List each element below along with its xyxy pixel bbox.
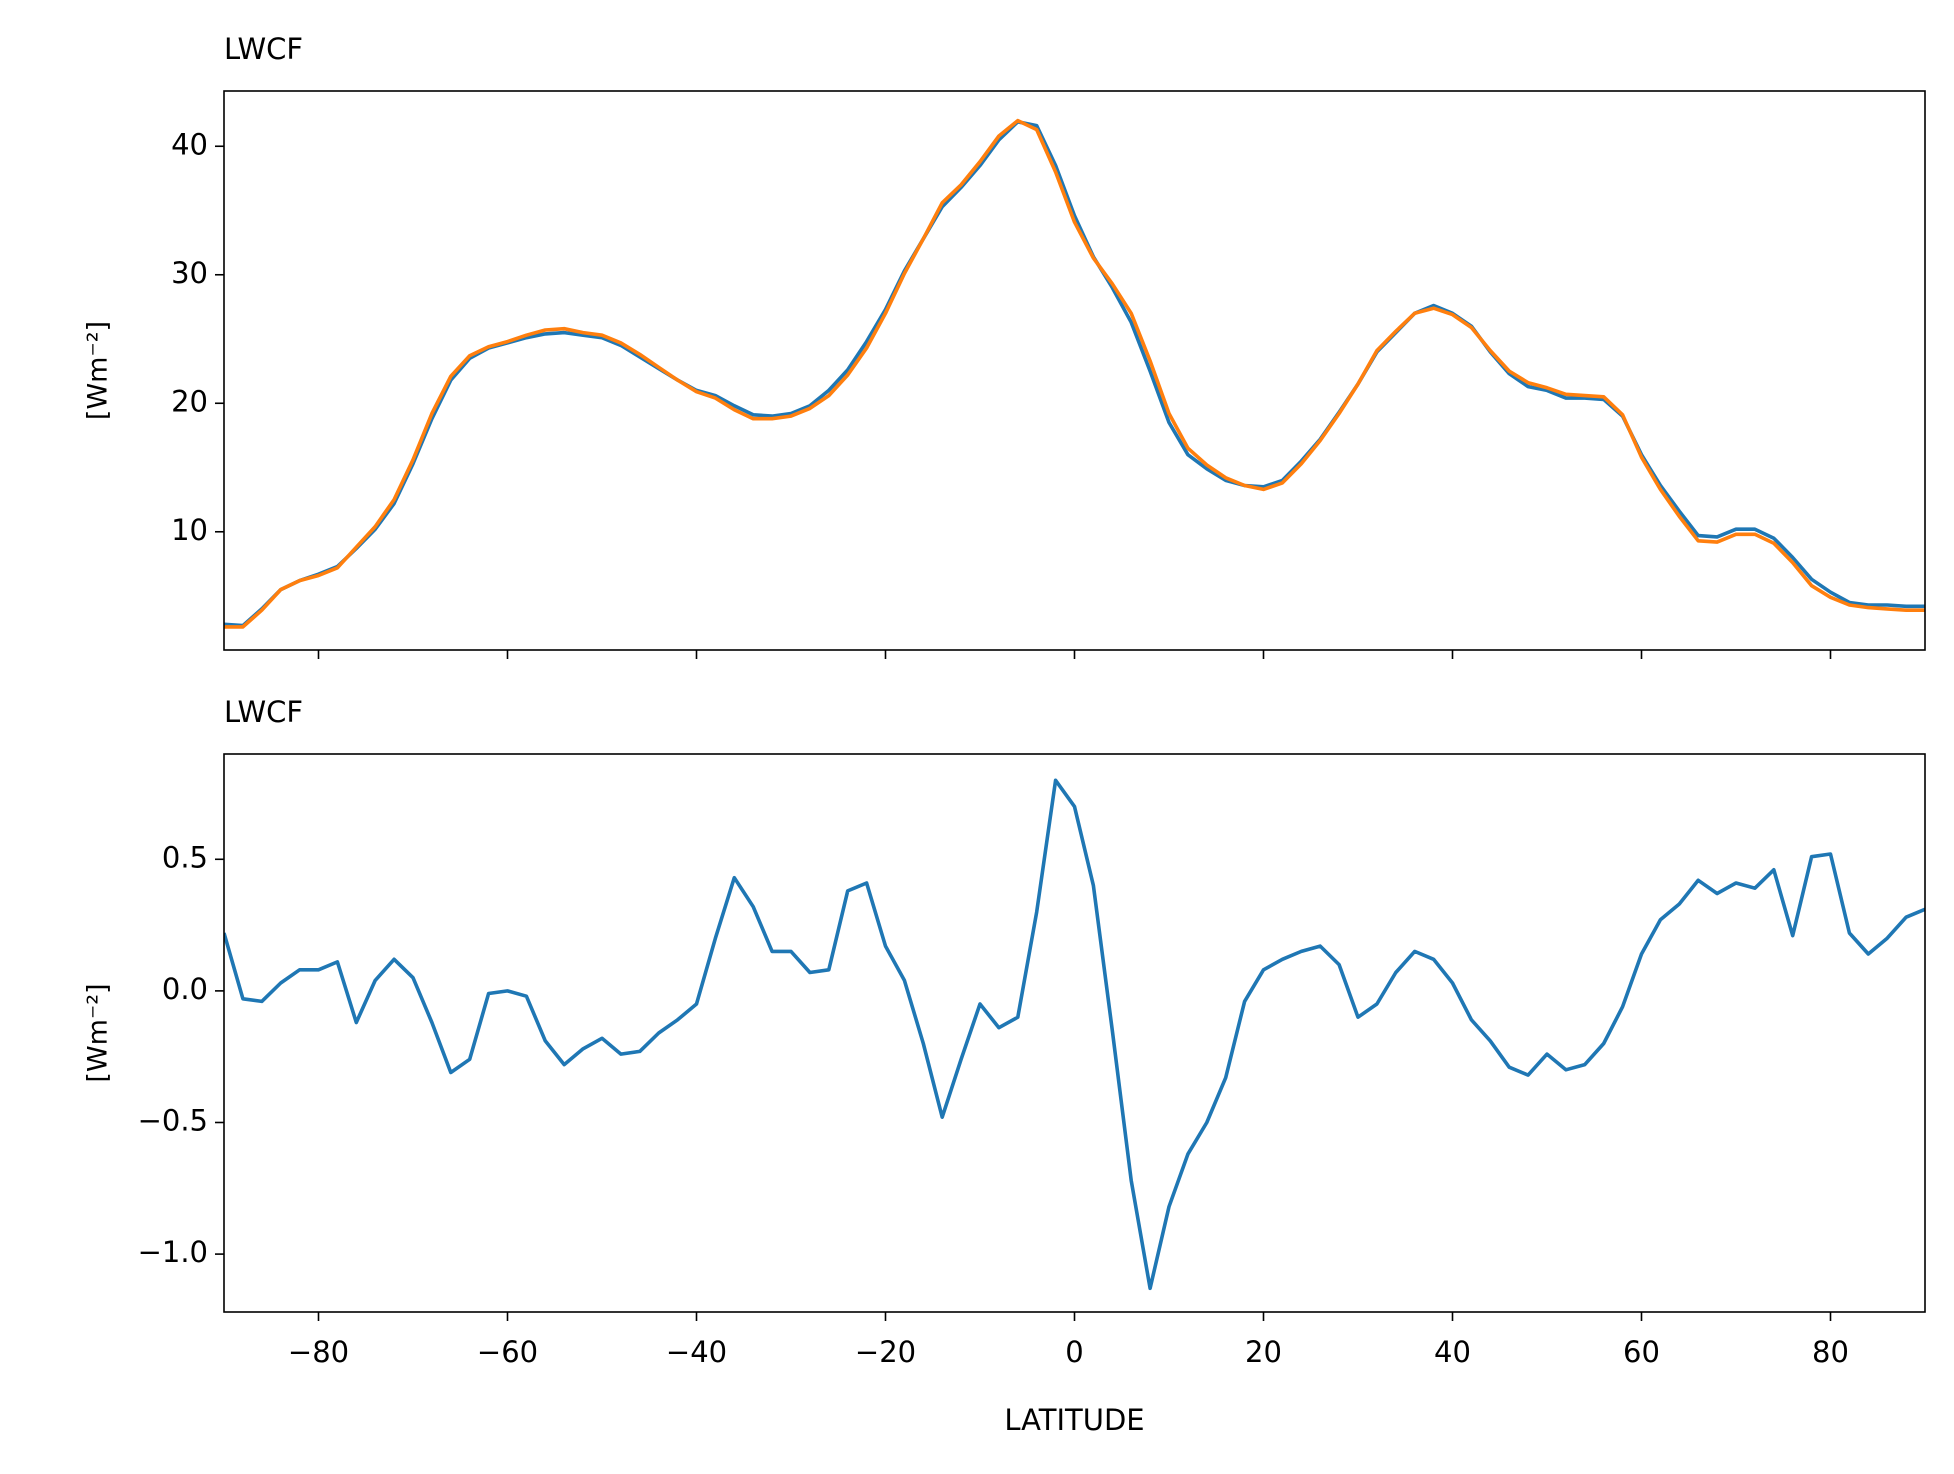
- x-tick-label: 20: [1245, 1335, 1282, 1369]
- y-tick-label: −1.0: [138, 1235, 208, 1269]
- data-line: [224, 778, 1925, 1291]
- plot-frame: [223, 90, 1926, 651]
- y-axis-label: [Wm⁻²]: [83, 321, 114, 420]
- chart-title: LWCF: [224, 32, 303, 66]
- x-axis-label: LATITUDE: [1004, 1403, 1144, 1437]
- x-tick-label: 0: [1065, 1335, 1083, 1369]
- x-tick-label: 60: [1623, 1335, 1660, 1369]
- y-tick-label: 0.5: [162, 840, 208, 874]
- plot-frame: [223, 753, 1926, 1313]
- x-tick-label: 40: [1434, 1335, 1471, 1369]
- y-tick-label: 40: [171, 127, 208, 161]
- x-tick-label: −80: [288, 1335, 349, 1369]
- y-tick-label: 10: [171, 513, 208, 547]
- y-tick-label: −0.5: [138, 1103, 208, 1137]
- x-tick-label: −40: [666, 1335, 727, 1369]
- x-tick-label: −60: [477, 1335, 538, 1369]
- y-tick-label: 20: [171, 384, 208, 418]
- y-tick-label: 0.0: [162, 972, 208, 1006]
- data-line: [224, 120, 1925, 628]
- data-line: [224, 118, 1925, 629]
- chart-title: LWCF: [224, 695, 303, 729]
- x-tick-label: −20: [855, 1335, 916, 1369]
- y-tick-label: 30: [171, 256, 208, 290]
- y-axis-label: [Wm⁻²]: [83, 983, 114, 1082]
- x-tick-label: 80: [1812, 1335, 1849, 1369]
